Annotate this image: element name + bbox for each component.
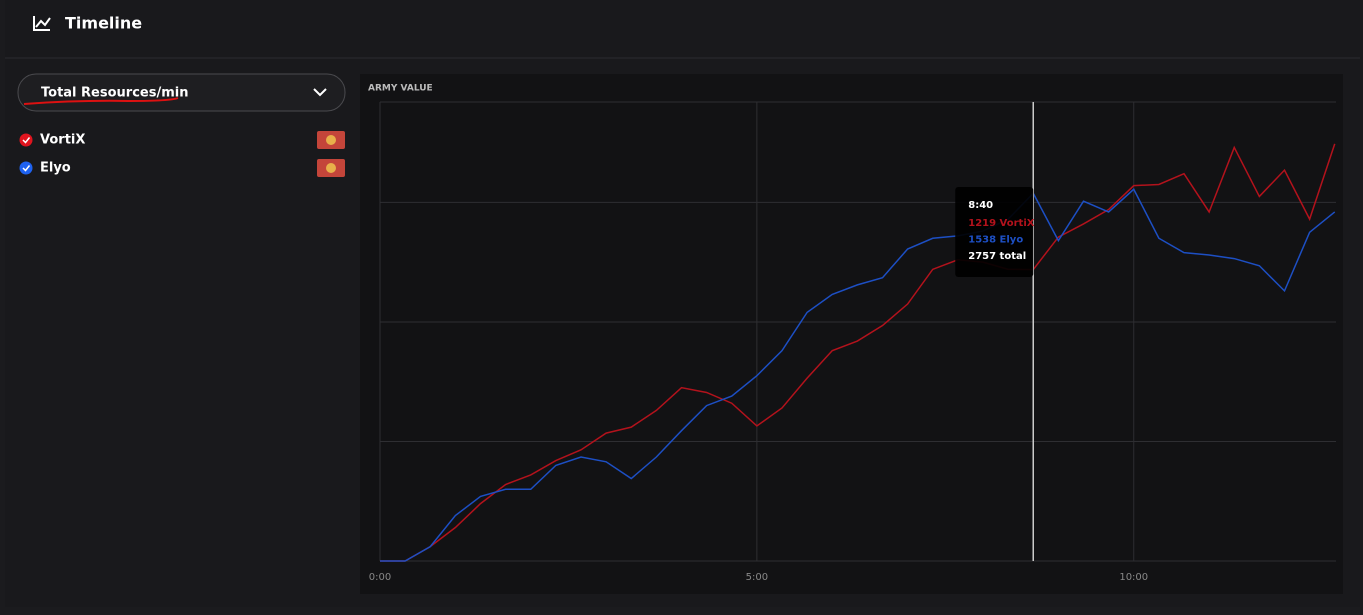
flag-emblem: [326, 135, 336, 145]
check-mark: [22, 137, 31, 144]
plot: 0:00 5:00 10:00 8:40 1219 VortiX 1538 Elyo 275…: [369, 102, 1336, 583]
tooltip-row: 1219 VortiX: [968, 218, 1035, 229]
chart-panel: [360, 74, 1343, 594]
flag-emblem: [326, 163, 336, 173]
chart-title: ARMY VALUE: [368, 84, 433, 94]
tooltip-title: 8:40: [968, 200, 993, 211]
tooltip-row: 2757 total: [968, 251, 1026, 262]
x-tick-label: 10:00: [1119, 572, 1148, 583]
series-line: [380, 188, 1336, 562]
player-name: VortiX: [40, 133, 85, 148]
player-check[interactable]: [19, 133, 33, 147]
header-title: Timeline: [65, 14, 142, 33]
series-line: [380, 143, 1336, 562]
tooltip-row: 1538 Elyo: [968, 235, 1023, 246]
dropdown-chevron: [313, 88, 327, 97]
timeline-icon: [33, 16, 51, 31]
check-mark: [22, 165, 31, 172]
x-tick-label: 0:00: [369, 572, 391, 583]
tooltip: [955, 187, 1034, 277]
player-name: Elyo: [40, 161, 71, 176]
x-tick-label: 5:00: [746, 572, 768, 583]
annotation-underline: [23, 97, 179, 105]
dropdown-label: Total Resources/min: [41, 86, 188, 101]
player-check[interactable]: [19, 161, 33, 175]
